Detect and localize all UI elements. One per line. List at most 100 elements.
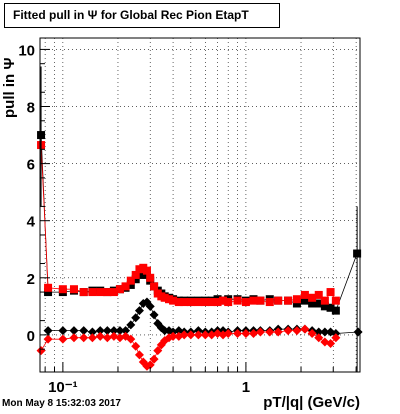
data-point — [200, 330, 210, 340]
series-0 — [37, 131, 362, 315]
data-point — [326, 288, 335, 297]
data-point — [314, 327, 324, 337]
data-point — [145, 301, 155, 311]
data-point — [87, 333, 97, 343]
data-point — [273, 327, 283, 337]
data-point — [274, 296, 283, 305]
data-point — [43, 334, 53, 344]
data-point — [58, 285, 67, 294]
y-tick-label: 10 — [18, 42, 35, 59]
y-axis-label: pull in Ψ — [1, 57, 18, 118]
data-point — [121, 282, 130, 291]
series-2 — [37, 141, 340, 307]
data-point — [79, 333, 89, 343]
data-point — [326, 303, 335, 312]
data-point — [43, 326, 53, 336]
y-tick-label: 8 — [27, 100, 35, 117]
data-point — [224, 298, 233, 307]
data-point — [314, 299, 323, 308]
data-point — [194, 298, 203, 307]
data-point — [241, 298, 250, 307]
data-point — [186, 298, 195, 307]
axis-ticks: 0 2 4 6 8 10 10⁻¹ 1 — [18, 42, 357, 396]
data-point — [126, 334, 136, 344]
data-point — [249, 296, 258, 305]
data-point — [44, 283, 53, 292]
data-point — [96, 288, 105, 297]
data-point — [121, 326, 131, 336]
data-point — [102, 326, 112, 336]
data-point — [102, 333, 112, 343]
y-tick-label: 2 — [27, 271, 35, 288]
data-point — [79, 288, 88, 297]
data-point — [265, 298, 274, 307]
data-point — [131, 313, 141, 323]
data-point — [115, 326, 125, 336]
data-point — [353, 327, 363, 337]
data-point — [314, 333, 324, 343]
data-point — [233, 296, 242, 305]
data-point — [115, 285, 124, 294]
data-point — [149, 310, 159, 320]
data-point — [87, 327, 97, 337]
data-point — [88, 288, 97, 297]
data-point — [308, 293, 317, 302]
data-point — [300, 324, 310, 334]
plot-frame — [39, 37, 361, 373]
data-point — [131, 341, 141, 351]
data-point — [103, 288, 112, 297]
data-point — [109, 288, 118, 297]
data-point — [255, 327, 265, 337]
data-point — [219, 296, 228, 305]
data-point — [241, 328, 251, 338]
data-point — [179, 330, 189, 340]
data-point — [326, 338, 336, 348]
data-point — [131, 270, 140, 279]
data-point — [146, 273, 155, 282]
data-point — [186, 330, 196, 340]
data-point — [256, 296, 265, 305]
data-point — [292, 299, 301, 308]
data-point — [145, 360, 155, 370]
data-point — [150, 282, 159, 291]
data-point — [320, 296, 329, 305]
y-tick-label: 6 — [27, 157, 35, 174]
data-point — [320, 302, 329, 311]
data-point — [69, 333, 79, 343]
data-point — [134, 350, 144, 360]
data-point — [180, 298, 189, 307]
data-point — [126, 280, 135, 289]
data-point — [331, 296, 340, 305]
data-point — [69, 326, 79, 336]
x-tick-label: 10⁻¹ — [48, 379, 78, 396]
data-point — [292, 295, 301, 304]
data-point — [283, 326, 293, 336]
data-point — [79, 326, 89, 336]
data-point — [174, 298, 183, 307]
grid-lines — [40, 38, 360, 372]
data-point — [149, 354, 159, 364]
data-point — [300, 296, 309, 305]
data-point — [233, 328, 243, 338]
data-point — [207, 298, 216, 307]
data-point — [142, 266, 151, 275]
data-point — [265, 327, 275, 337]
data-point — [95, 331, 105, 341]
data-point — [331, 333, 341, 343]
data-point — [292, 326, 302, 336]
chart-title: Fitted pull in Ψ for Global Rec Pion Eta… — [4, 3, 280, 28]
data-point — [109, 331, 119, 341]
y-tick-label: 4 — [27, 214, 36, 231]
data-point — [223, 328, 233, 338]
y-tick-label: 0 — [27, 328, 35, 345]
data-point — [331, 306, 340, 315]
data-point — [169, 296, 178, 305]
data-point — [126, 320, 136, 330]
x-axis-label: pT/|q| (GeV/c) — [263, 394, 360, 411]
data-point — [193, 330, 203, 340]
data-point — [126, 276, 135, 285]
data-point — [95, 326, 105, 336]
data-point — [36, 346, 46, 356]
data-point — [44, 288, 53, 297]
